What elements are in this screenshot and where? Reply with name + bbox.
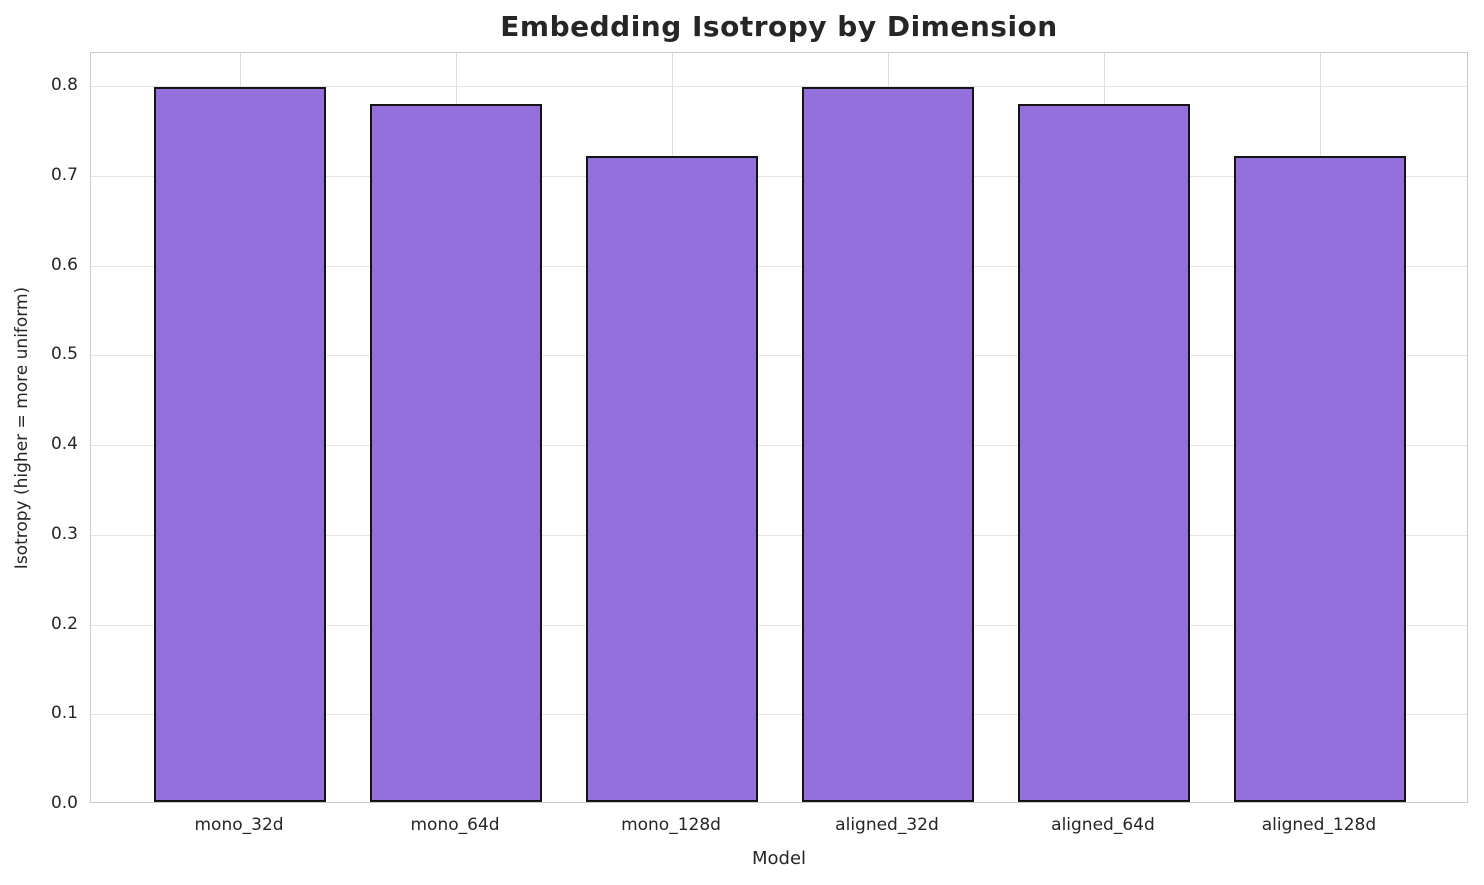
bar-mono_64d (369, 103, 543, 802)
y-tick-label: 0.4 (50, 434, 78, 454)
chart-title: Embedding Isotropy by Dimension (500, 10, 1058, 43)
x-tick-label: aligned_64d (1051, 815, 1155, 835)
y-tick-label: 0.3 (50, 523, 78, 544)
plot-area (90, 52, 1468, 803)
gridline-horizontal (91, 86, 1467, 88)
bar-aligned_128d (1233, 155, 1407, 802)
bar-aligned_32d (801, 86, 975, 802)
x-axis-label: Model (751, 848, 807, 869)
x-tick-label: aligned_128d (1261, 815, 1377, 835)
y-tick-label: 0.2 (50, 613, 78, 634)
y-tick-label: 0.8 (50, 75, 78, 96)
gridline-horizontal (91, 714, 1467, 716)
x-tick-label: mono_32d (194, 815, 284, 835)
y-tick-label: 0.7 (50, 164, 78, 185)
y-tick-label: 0.5 (50, 344, 78, 365)
gridline-horizontal (91, 445, 1467, 446)
gridline-horizontal (91, 534, 1467, 536)
bar-mono_32d (153, 86, 327, 802)
x-tick-label: mono_64d (410, 815, 500, 835)
y-tick-label: 0.1 (50, 703, 78, 724)
bar-aligned_64d (1017, 103, 1191, 802)
gridline-horizontal (91, 265, 1467, 267)
x-tick-label: aligned_32d (835, 815, 939, 835)
bar-mono_128d (585, 155, 759, 802)
y-tick-label: 0.0 (50, 793, 78, 813)
x-tick-label: mono_128d (621, 815, 721, 835)
y-tick-label: 0.6 (50, 254, 78, 275)
gridline-horizontal (91, 624, 1467, 626)
gridline-horizontal (91, 175, 1467, 177)
gridline-horizontal (91, 355, 1467, 357)
